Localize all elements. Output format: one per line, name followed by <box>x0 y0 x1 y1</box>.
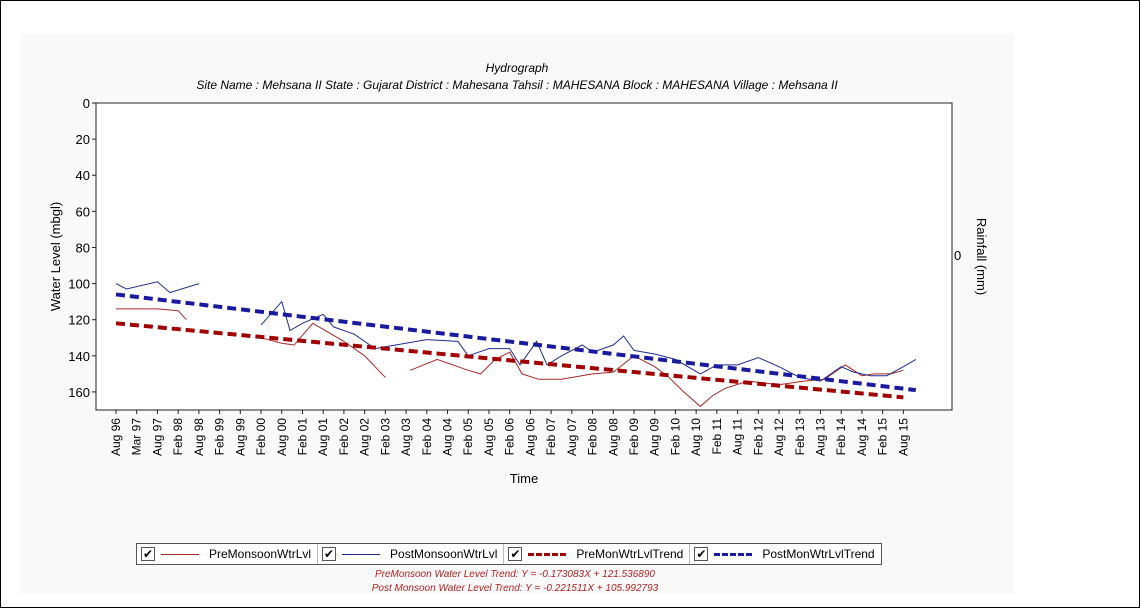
x-tick-label: Aug 11 <box>731 418 745 455</box>
swatch-post-trend <box>714 552 753 556</box>
swatch-premonsoon <box>161 553 199 555</box>
y2-tick-label: 0 <box>954 248 961 263</box>
series-pre-mon-wtr-lvl-trend <box>115 321 904 400</box>
plot-area <box>95 102 953 411</box>
y-tick-label: 140 <box>68 349 90 364</box>
x-tick-label: Aug 13 <box>813 418 827 456</box>
x-tick-label: Feb 05 <box>461 418 475 456</box>
x-tick-label: Feb 14 <box>834 418 848 456</box>
series-post-monsoon-wtr-lvl <box>115 281 200 294</box>
legend: ✔ PreMonsoonWtrLvl ✔ PostMonsoonWtrLvl ✔… <box>136 543 882 565</box>
x-tick-label: Feb 07 <box>544 418 558 456</box>
x-tick-label: Aug 14 <box>855 418 869 456</box>
x-tick-label: Feb 10 <box>668 418 682 456</box>
y-tick-label: 80 <box>76 240 90 255</box>
x-tick-label: Feb 08 <box>586 418 600 456</box>
x-tick-label: Feb 09 <box>627 418 641 456</box>
x-tick-label: Feb 99 <box>213 418 227 456</box>
x-tick-label: Feb 13 <box>793 418 807 456</box>
x-tick-label: Feb 98 <box>171 418 185 456</box>
series-pre-monsoon-wtr-lvl <box>116 308 187 321</box>
checkbox-premonsoon[interactable]: ✔ <box>141 547 155 561</box>
y-tick-label: 60 <box>76 204 90 219</box>
x-tick-label: Feb 15 <box>876 418 890 456</box>
x-tick-label: Aug 15 <box>896 418 910 456</box>
x-tick-label: Aug 08 <box>606 418 620 456</box>
post-trend-equation: Post Monsoon Water Level Trend: Y = -0.2… <box>371 583 659 594</box>
x-tick-label: Feb 03 <box>378 418 392 456</box>
x-tick-label: Mar 97 <box>130 418 144 456</box>
x-tick-label: Aug 12 <box>772 418 786 456</box>
chart-title: Hydrograph <box>486 61 549 75</box>
x-tick-label: Aug 02 <box>358 418 372 456</box>
legend-item-premonsoon[interactable]: ✔ PreMonsoonWtrLvl <box>137 544 317 564</box>
series-post-mon-wtr-lvl-trend <box>115 292 917 393</box>
x-tick-label: Aug 03 <box>399 418 413 456</box>
x-tick-label: Aug 00 <box>275 418 289 456</box>
y-tick-label: 40 <box>76 168 90 183</box>
checkbox-postmonsoon[interactable]: ✔ <box>322 547 337 561</box>
legend-item-pre-trend[interactable]: ✔ PreMonWtrLvlTrend <box>503 544 689 564</box>
x-tick-label: Feb 06 <box>503 418 517 456</box>
x-tick-label: Feb 02 <box>337 418 351 456</box>
x-tick-label: Feb 12 <box>751 418 765 456</box>
swatch-pre-trend <box>528 552 567 556</box>
x-tick-label: Aug 10 <box>689 418 703 456</box>
x-axis-label: Time <box>510 471 538 486</box>
x-tick-label: Feb 00 <box>254 418 268 456</box>
x-tick-label: Feb 11 <box>710 418 724 455</box>
y-tick-label: 120 <box>68 313 90 328</box>
series-pre-monsoon-wtr-lvl <box>260 322 386 378</box>
y-axis-label: Water Level (mbgl) <box>48 202 63 311</box>
x-tick-label: Aug 09 <box>648 418 662 456</box>
x-tick-label: Feb 04 <box>420 418 434 456</box>
x-tick-label: Feb 01 <box>295 418 309 456</box>
checkbox-post-trend[interactable]: ✔ <box>694 547 709 561</box>
y-tick-label: 0 <box>83 96 90 111</box>
x-tick-label: Aug 01 <box>316 418 330 456</box>
hydrograph-chart: Hydrograph Site Name : Mehsana II State :… <box>48 61 989 486</box>
y-tick-label: 20 <box>76 132 90 147</box>
legend-label-premonsoon: PreMonsoonWtrLvl <box>209 547 312 561</box>
legend-item-postmonsoon[interactable]: ✔ PostMonsoonWtrLvl <box>317 544 503 564</box>
pre-trend-equation: PreMonsoon Water Level Trend: Y = -0.173… <box>374 569 655 580</box>
y-tick-label: 160 <box>68 385 90 400</box>
x-tick-label: Aug 99 <box>233 418 247 456</box>
y-tick-label: 100 <box>68 277 90 292</box>
chart-subtitle: Site Name : Mehsana II State : Gujarat D… <box>196 78 838 92</box>
x-tick-label: Aug 06 <box>523 418 537 456</box>
legend-label-post-trend: PostMonWtrLvlTrend <box>762 547 875 561</box>
y2-axis-label: Rainfall (mm) <box>974 218 989 295</box>
chart-panel: Hydrograph Site Name : Mehsana II State :… <box>20 34 1014 594</box>
legend-item-post-trend[interactable]: ✔ PostMonWtrLvlTrend <box>689 544 880 564</box>
swatch-postmonsoon <box>342 553 381 555</box>
x-tick-label: Aug 98 <box>192 418 206 456</box>
legend-label-postmonsoon: PostMonsoonWtrLvl <box>390 547 498 561</box>
x-tick-label: Aug 04 <box>441 418 455 456</box>
x-tick-label: Aug 97 <box>150 418 164 456</box>
x-tick-label: Aug 07 <box>565 418 579 456</box>
checkbox-pre-trend[interactable]: ✔ <box>508 547 523 561</box>
x-tick-label: Aug 05 <box>482 418 496 456</box>
x-tick-label: Aug 96 <box>109 418 123 456</box>
legend-label-pre-trend: PreMonWtrLvlTrend <box>576 547 684 561</box>
